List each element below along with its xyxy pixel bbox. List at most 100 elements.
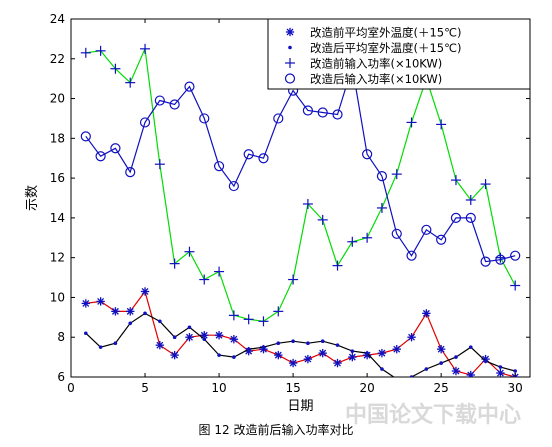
- data-point: [302, 198, 313, 209]
- data-point: [436, 344, 446, 354]
- legend-marker: [285, 27, 295, 37]
- data-point: [498, 365, 503, 369]
- data-point: [468, 345, 473, 349]
- data-point: [465, 194, 476, 205]
- data-point: [258, 153, 269, 164]
- legend-label: 改造后输入功率(×10KW): [310, 72, 442, 86]
- x-axis-label: 日期: [287, 399, 313, 414]
- data-point: [172, 335, 177, 340]
- data-point: [81, 299, 91, 308]
- data-point: [421, 224, 432, 235]
- data-point: [350, 349, 355, 353]
- legend-marker: [288, 45, 292, 50]
- y-tick-label: 10: [50, 290, 65, 304]
- data-point: [483, 359, 488, 363]
- data-point: [466, 370, 475, 377]
- legend: 改造前平均室外温度(＋15℃)改造后平均室外温度(＋15℃) 改造前输入功率(×1…: [267, 18, 531, 90]
- series-layer: [80, 43, 521, 377]
- x-tick-label: 5: [141, 381, 149, 395]
- data-point: [450, 212, 462, 223]
- series-4: [80, 61, 521, 267]
- data-point: [258, 316, 269, 327]
- data-point: [318, 348, 327, 358]
- data-point: [392, 344, 401, 354]
- data-point: [302, 105, 314, 116]
- data-point: [95, 151, 106, 162]
- data-point: [365, 351, 369, 355]
- legend-marker: [285, 58, 295, 68]
- data-point: [80, 47, 91, 58]
- data-point: [303, 354, 313, 364]
- legend-item: 改造前输入功率(×10KW): [285, 57, 442, 71]
- data-point: [320, 339, 325, 344]
- data-point: [154, 95, 165, 106]
- x-tick-label: 15: [285, 381, 300, 395]
- x-tick-label: 0: [67, 381, 75, 395]
- y-tick-label: 18: [50, 131, 65, 145]
- series-3: [80, 43, 521, 327]
- watermark-text: 中国论文下载中心: [345, 402, 521, 428]
- data-point: [409, 375, 414, 377]
- data-point: [229, 335, 239, 344]
- data-point: [95, 45, 106, 56]
- data-point: [243, 149, 254, 160]
- data-point: [495, 252, 506, 263]
- y-tick-label: 20: [50, 92, 65, 106]
- data-point: [391, 228, 402, 239]
- data-point: [439, 361, 443, 365]
- data-point: [274, 350, 283, 360]
- data-point: [377, 348, 387, 358]
- data-point: [407, 333, 416, 342]
- data-point: [154, 159, 165, 170]
- data-point: [155, 340, 165, 350]
- data-point: [510, 250, 521, 261]
- data-point: [288, 358, 298, 368]
- data-point: [140, 43, 151, 54]
- data-point: [391, 169, 402, 180]
- data-point: [480, 179, 491, 190]
- series-line: [85, 46, 516, 322]
- data-point: [169, 258, 180, 269]
- data-point: [111, 307, 120, 316]
- data-point: [243, 314, 254, 325]
- data-point: [125, 167, 136, 178]
- data-point: [217, 353, 221, 357]
- y-axis-label: 示数: [25, 185, 40, 211]
- data-point: [317, 107, 328, 118]
- data-point: [228, 310, 239, 321]
- legend-item: 改造后平均室外温度(＋15℃): [288, 41, 462, 55]
- data-point: [126, 307, 135, 316]
- legend-item: 改造前平均室外温度(＋15℃): [285, 26, 462, 40]
- figure-caption: 图 12 改造前后输入功率对比: [199, 422, 354, 437]
- data-point: [496, 368, 505, 377]
- data-point: [510, 280, 521, 291]
- data-point: [98, 345, 103, 349]
- x-tick-label: 10: [211, 381, 226, 395]
- data-point: [110, 63, 121, 74]
- data-point: [333, 358, 342, 368]
- data-point: [232, 355, 236, 359]
- data-point: [113, 341, 118, 345]
- x-tick-label: 25: [434, 381, 449, 395]
- x-tick-label: 20: [359, 381, 374, 395]
- data-point: [140, 287, 150, 296]
- data-point: [422, 309, 431, 318]
- data-point: [306, 341, 310, 345]
- data-point: [380, 367, 384, 371]
- data-point: [110, 143, 121, 154]
- data-point: [228, 180, 239, 192]
- data-point: [376, 171, 388, 182]
- y-tick-label: 24: [50, 12, 65, 26]
- legend-marker: [284, 73, 296, 84]
- data-point: [80, 131, 91, 142]
- data-point: [406, 250, 417, 261]
- data-point: [187, 325, 192, 330]
- y-tick-label: 8: [57, 330, 65, 344]
- data-point: [424, 367, 429, 371]
- data-point: [348, 352, 357, 362]
- data-point: [202, 337, 207, 342]
- legend-item: 改造后输入功率(×10KW): [284, 72, 442, 86]
- data-point: [184, 246, 195, 257]
- data-point: [495, 254, 506, 265]
